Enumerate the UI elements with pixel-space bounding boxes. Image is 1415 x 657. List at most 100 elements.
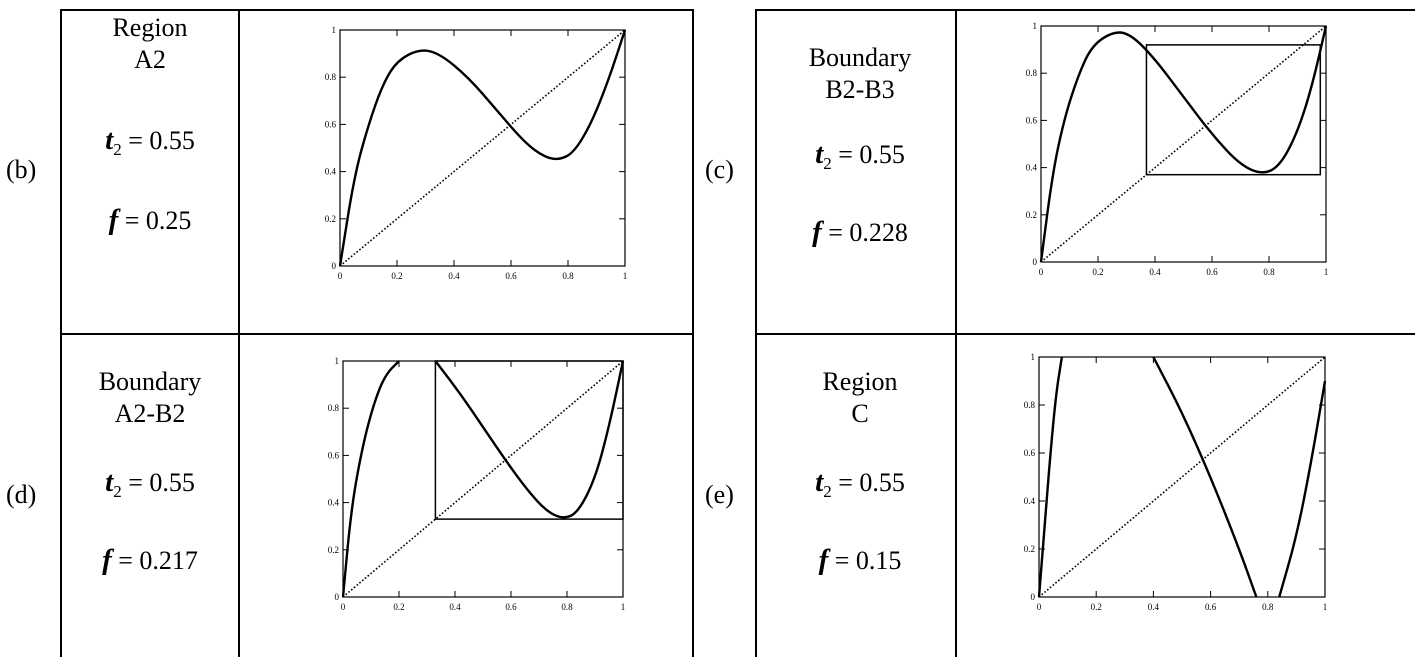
y-tick-label: 1 — [1031, 352, 1036, 362]
y-tick-label: 0 — [335, 592, 340, 602]
table-column-rule — [60, 9, 62, 657]
table-column-rule — [955, 9, 957, 657]
x-tick-label: 0.8 — [562, 271, 574, 281]
tau-equation: t2 = 0.55 — [815, 466, 905, 501]
x-tick-label: 0 — [341, 602, 346, 612]
tau-equation: t2 = 0.55 — [105, 466, 195, 501]
x-tick-label: 0.6 — [1205, 602, 1217, 612]
map-curve — [1039, 25, 1328, 263]
invariant-box — [1145, 44, 1322, 176]
x-tick-label: 0.2 — [1091, 602, 1102, 612]
plot-frame — [1038, 356, 1326, 598]
table-border-top — [755, 9, 1415, 11]
table-border-top — [297, 9, 692, 11]
x-tick-label: 0 — [338, 271, 343, 281]
map-curve — [1037, 356, 1064, 598]
map-curve — [1278, 380, 1327, 598]
panel-label: Region — [112, 13, 188, 42]
y-tick-label: 0.4 — [1024, 496, 1036, 506]
panel-description: Boundary A2-B2 t2 = 0.55 f = 0.217 — [75, 366, 225, 577]
y-tick-label: 0.2 — [328, 545, 339, 555]
map-curve — [338, 29, 627, 267]
table-border-top — [60, 9, 297, 11]
x-tick-label: 0 — [1037, 602, 1042, 612]
x-tick-label: 1 — [1324, 267, 1329, 277]
x-tick-label: 0.6 — [1206, 267, 1218, 277]
table-row-divider — [755, 333, 1415, 335]
f-equation: f = 0.15 — [818, 544, 902, 576]
panel-label: A2-B2 — [114, 399, 186, 428]
table-column-rule — [755, 9, 757, 657]
x-tick-label: 0.8 — [1263, 267, 1275, 277]
panel-description: Boundary B2-B3 t2 = 0.55 f = 0.228 — [780, 42, 940, 249]
y-tick-label: 0 — [332, 261, 337, 271]
y-tick-label: 0.8 — [325, 72, 337, 82]
identity-line — [1038, 356, 1326, 598]
x-tick-label: 0.2 — [393, 602, 404, 612]
x-tick-label: 1 — [621, 602, 626, 612]
y-tick-label: 0.6 — [328, 450, 340, 460]
y-tick-label: 0.2 — [325, 214, 336, 224]
x-tick-label: 0.2 — [1092, 267, 1103, 277]
f-equation: f = 0.25 — [108, 204, 192, 236]
y-tick-label: 0 — [1033, 257, 1038, 267]
panel-description: Region A2 t2 = 0.55 f = 0.25 — [80, 12, 220, 237]
x-tick-label: 0.4 — [1148, 602, 1160, 612]
panel-tag: (d) — [6, 480, 37, 509]
y-tick-label: 0.6 — [1024, 448, 1036, 458]
y-tick-label: 0.8 — [1024, 400, 1036, 410]
y-tick-label: 0 — [1031, 592, 1036, 602]
x-tick-label: 0.8 — [561, 602, 573, 612]
x-tick-label: 0.6 — [505, 602, 517, 612]
plot-frame — [339, 29, 626, 267]
panel-label: Boundary — [808, 43, 912, 72]
f-equation: f = 0.228 — [812, 216, 908, 248]
identity-line — [339, 29, 626, 267]
x-tick-label: 0.2 — [391, 271, 402, 281]
panel-tag: (e) — [705, 480, 734, 509]
y-tick-label: 1 — [1033, 21, 1038, 31]
panel-label: C — [851, 399, 869, 428]
table-row-divider — [60, 333, 692, 335]
map-curve — [434, 360, 625, 519]
map-curve — [341, 360, 400, 598]
x-tick-label: 0.4 — [448, 271, 460, 281]
y-tick-label: 0.4 — [1026, 163, 1038, 173]
y-tick-label: 0.2 — [1026, 210, 1037, 220]
y-tick-label: 0.4 — [328, 498, 340, 508]
panel-label: A2 — [134, 45, 166, 74]
panel-description: Region C t2 = 0.55 f = 0.15 — [785, 366, 935, 577]
panel-label: Region — [822, 367, 898, 396]
y-tick-label: 0.8 — [1026, 68, 1038, 78]
y-tick-label: 0.4 — [325, 167, 337, 177]
y-tick-label: 0.2 — [1024, 544, 1035, 554]
x-tick-label: 0.6 — [505, 271, 517, 281]
map-curve — [1152, 356, 1258, 598]
y-tick-label: 0.6 — [325, 119, 337, 129]
f-equation: f = 0.217 — [102, 544, 198, 576]
table-column-rule — [238, 9, 240, 657]
y-tick-label: 0.8 — [328, 403, 340, 413]
x-tick-label: 0.4 — [449, 602, 461, 612]
plot-frame — [1040, 25, 1327, 263]
x-tick-label: 0 — [1039, 267, 1044, 277]
y-tick-label: 0.6 — [1026, 115, 1038, 125]
x-tick-label: 1 — [623, 271, 628, 281]
invariant-box — [434, 360, 624, 520]
tau-equation: t2 = 0.55 — [815, 138, 905, 173]
x-tick-label: 0.8 — [1262, 602, 1274, 612]
y-tick-label: 1 — [332, 25, 337, 35]
tau-equation: t2 = 0.55 — [105, 124, 195, 159]
table-column-rule — [692, 9, 694, 657]
x-tick-label: 0.4 — [1149, 267, 1161, 277]
panel-tag: (b) — [6, 155, 37, 184]
panel-label: Boundary — [98, 367, 202, 396]
panel-tag: (c) — [705, 155, 734, 184]
x-tick-label: 1 — [1323, 602, 1328, 612]
identity-line — [1040, 25, 1327, 263]
panel-label: B2-B3 — [825, 75, 895, 104]
